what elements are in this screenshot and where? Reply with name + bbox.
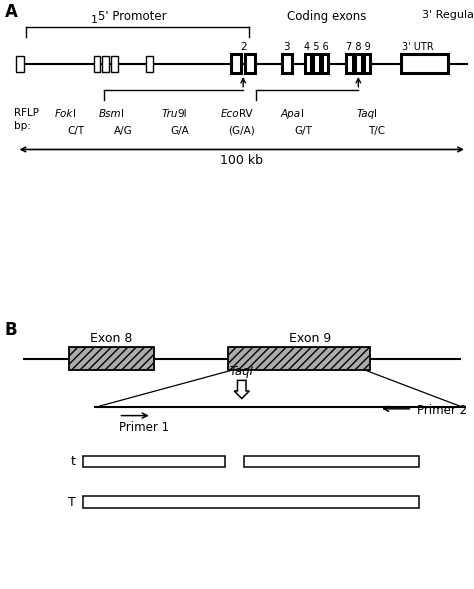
Bar <box>245 54 255 74</box>
Text: 3' Regulatroy: 3' Regulatroy <box>422 9 474 19</box>
Text: RFLP
bp:: RFLP bp: <box>14 108 39 131</box>
Text: Bsm: Bsm <box>98 109 121 119</box>
Text: A: A <box>5 3 18 21</box>
Bar <box>401 54 448 74</box>
Bar <box>244 456 419 467</box>
Bar <box>313 54 320 74</box>
Text: G/A: G/A <box>171 125 190 135</box>
Bar <box>146 55 153 71</box>
Text: Fok: Fok <box>55 109 73 119</box>
Bar <box>282 54 292 74</box>
Text: A/G: A/G <box>114 125 133 135</box>
Bar <box>69 348 154 370</box>
Text: Primer 1: Primer 1 <box>118 421 169 434</box>
Text: TaqI: TaqI <box>230 365 254 378</box>
Text: 4 5 6: 4 5 6 <box>304 42 329 51</box>
Text: Exon 8: Exon 8 <box>90 332 133 345</box>
Text: Exon 9: Exon 9 <box>289 332 332 345</box>
Bar <box>231 54 241 74</box>
Text: 100 kb: 100 kb <box>220 154 263 167</box>
Text: Eco: Eco <box>221 109 239 119</box>
Text: C/T: C/T <box>67 125 84 135</box>
Text: 7 8 9: 7 8 9 <box>346 42 371 51</box>
Text: I: I <box>301 109 304 119</box>
Bar <box>83 456 225 467</box>
Bar <box>355 54 362 74</box>
Text: Coding exons: Coding exons <box>287 9 367 22</box>
Bar <box>16 55 24 71</box>
Text: Primer 2: Primer 2 <box>417 403 467 416</box>
Text: B: B <box>5 321 18 339</box>
Text: T: T <box>68 495 76 508</box>
Bar <box>322 54 328 74</box>
Bar <box>228 348 370 370</box>
Text: t: t <box>71 455 76 468</box>
Text: Tru: Tru <box>161 109 178 119</box>
Text: 9I: 9I <box>178 109 187 119</box>
Text: 1: 1 <box>91 15 98 25</box>
Text: 5' Promoter: 5' Promoter <box>99 9 167 22</box>
Text: I: I <box>121 109 124 119</box>
FancyArrow shape <box>234 380 249 399</box>
Bar <box>94 55 100 71</box>
Bar <box>346 54 353 74</box>
Text: I: I <box>73 109 76 119</box>
Text: 2: 2 <box>240 42 246 51</box>
Bar <box>364 54 370 74</box>
Text: Apa: Apa <box>281 109 301 119</box>
Bar <box>111 55 118 71</box>
Text: G/T: G/T <box>294 125 312 135</box>
Text: (G/A): (G/A) <box>228 125 255 135</box>
Text: 3: 3 <box>283 42 290 51</box>
Bar <box>83 497 419 508</box>
Text: Taq: Taq <box>356 109 374 119</box>
Text: T/C: T/C <box>368 125 385 135</box>
Text: I: I <box>374 109 377 119</box>
Bar <box>102 55 109 71</box>
Text: 3' UTR: 3' UTR <box>402 42 434 51</box>
Text: RV: RV <box>239 109 253 119</box>
Bar <box>305 54 311 74</box>
